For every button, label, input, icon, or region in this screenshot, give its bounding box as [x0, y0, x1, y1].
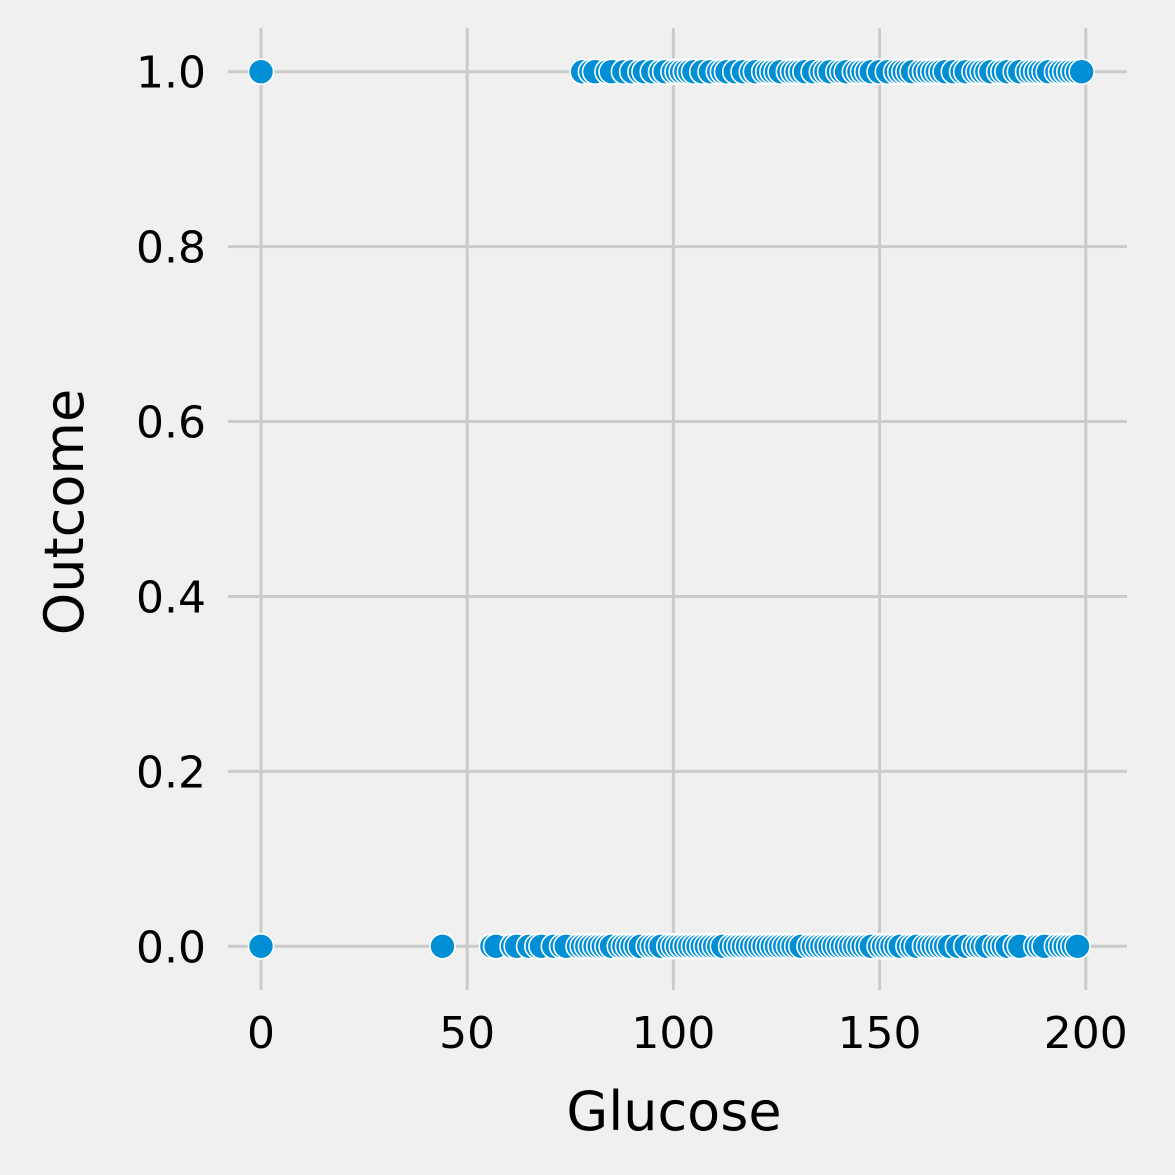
y-tick-label: 0.0: [136, 922, 206, 973]
data-point: [1068, 58, 1095, 86]
y-tick-label: 0.8: [136, 223, 206, 274]
data-point: [247, 58, 275, 86]
x-axis-label: Glucose: [566, 1080, 781, 1143]
x-tick-label: 100: [631, 1008, 715, 1059]
x-tick-label: 150: [838, 1008, 922, 1059]
data-points: [247, 58, 1095, 960]
x-tick-label: 50: [439, 1008, 495, 1059]
y-axis-label: Outcome: [33, 389, 96, 635]
y-tick-label: 0.2: [136, 747, 206, 798]
x-tick-labels: 0 50 100 150 200: [247, 1008, 1128, 1059]
y-tick-label: 0.4: [136, 572, 206, 623]
y-tick-label: 0.6: [136, 398, 206, 449]
data-point: [247, 932, 275, 960]
data-point: [1064, 932, 1091, 960]
data-point: [429, 932, 456, 960]
x-gridlines: [259, 28, 1088, 990]
y-tick-labels: 0.0 0.2 0.4 0.6 0.8 1.0: [136, 48, 206, 974]
x-tick-label: 200: [1044, 1008, 1128, 1059]
y-tick-label: 1.0: [136, 48, 206, 99]
x-tick-label: 0: [247, 1008, 275, 1059]
